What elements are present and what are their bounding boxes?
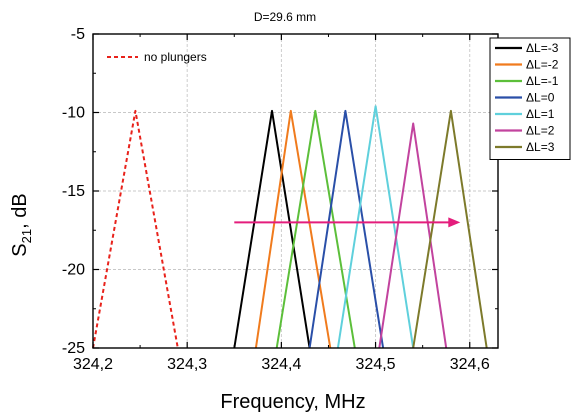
y-axis-title-main: S [9, 243, 31, 256]
legend: ΔL=-3 ΔL=-2 ΔL=-1 ΔL=0 ΔL=1 ΔL=2 ΔL=3 [489, 37, 571, 160]
legend-label-0: ΔL=-3 [526, 41, 559, 55]
y-axis-title-sub: 21 [19, 229, 34, 243]
series-line-7 [412, 109, 488, 349]
y-tick-label-4: -5 [71, 26, 85, 43]
x-axis-title: Frequency, MHz [220, 391, 365, 413]
x-tick-label-0: 324,2 [73, 356, 113, 373]
legend-box [489, 37, 571, 160]
series-layer [92, 105, 488, 349]
y-tick-label-0: -25 [62, 340, 85, 357]
shift-arrow-head-0 [448, 217, 461, 228]
tick-labels: 324,2 324,3 324,4 324,5 324,6 -25 -20 -15 -10 -5 [62, 26, 490, 373]
series-line-6 [378, 122, 448, 349]
y-axis-title: S21, dB [9, 193, 34, 256]
series-line-4 [308, 109, 385, 349]
y-tick-label-1: -20 [62, 262, 85, 279]
ticks [92, 33, 498, 349]
y-tick-label-2: -15 [62, 183, 85, 200]
x-tick-label-3: 324,5 [356, 356, 396, 373]
y-tick-label-3: -10 [62, 105, 85, 122]
series-line-1 [233, 109, 311, 349]
x-tick-label-1: 324,3 [167, 356, 207, 373]
series-line-5 [336, 105, 415, 349]
legend-no-plungers: no plungers [107, 50, 207, 64]
grid [93, 34, 498, 348]
legend-label-2: ΔL=-1 [526, 74, 559, 88]
legend-label-4: ΔL=1 [526, 107, 555, 121]
x-tick-label-4: 324,6 [450, 356, 490, 373]
y-axis-title-rest: , dB [9, 193, 31, 229]
chart-title: D=29.6 mm [254, 10, 316, 24]
legend-label-3: ΔL=0 [526, 91, 555, 105]
x-tick-label-2: 324,4 [261, 356, 301, 373]
series-line-2 [254, 109, 332, 349]
arrow-layer [234, 217, 461, 228]
legend-label-6: ΔL=3 [526, 140, 555, 154]
legend-no-plungers-label: no plungers [144, 50, 207, 64]
series-line-0 [92, 109, 179, 349]
series-line-3 [275, 109, 356, 349]
legend-label-5: ΔL=2 [526, 124, 555, 138]
legend-label-1: ΔL=-2 [526, 58, 559, 72]
